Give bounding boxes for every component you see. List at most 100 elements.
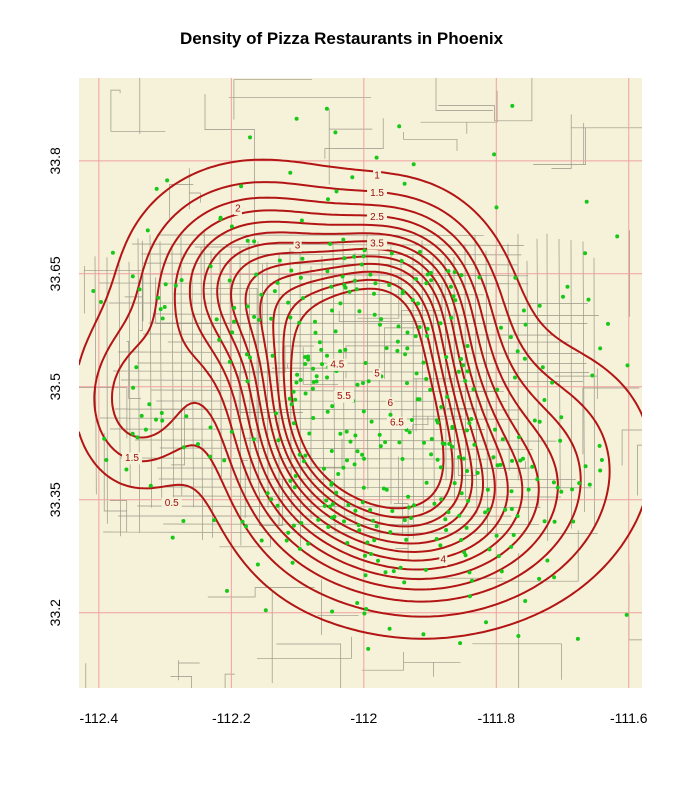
restaurant-point [366, 646, 371, 651]
restaurant-point [417, 249, 422, 254]
restaurant-point [399, 259, 404, 263]
restaurant-point [453, 298, 458, 303]
restaurant-point [184, 414, 189, 419]
restaurant-point [327, 504, 332, 509]
restaurant-point [248, 135, 252, 140]
restaurant-point [332, 514, 337, 519]
restaurant-point [424, 377, 429, 381]
restaurant-point [355, 449, 360, 454]
restaurant-point [102, 436, 107, 441]
restaurant-point [429, 278, 434, 283]
restaurant-point [328, 241, 333, 246]
restaurant-point [295, 372, 300, 377]
restaurant-point [356, 523, 361, 528]
restaurant-point [374, 155, 379, 160]
restaurant-point [379, 317, 384, 322]
restaurant-point [424, 480, 429, 485]
restaurant-point [422, 440, 426, 445]
restaurant-point [320, 362, 324, 367]
restaurant-point [330, 502, 335, 506]
restaurant-point [301, 459, 306, 464]
y-tick-label: 33.2 [47, 599, 63, 626]
restaurant-point [372, 291, 376, 296]
contour-label: 0.5 [165, 498, 179, 509]
restaurant-point [402, 580, 407, 585]
restaurant-point [523, 599, 528, 603]
restaurant-point [338, 349, 343, 354]
restaurant-point [446, 269, 451, 274]
contour-label: 4.5 [330, 360, 344, 371]
restaurant-point [402, 181, 407, 186]
restaurant-point [409, 516, 413, 520]
restaurant-point [135, 435, 140, 440]
restaurant-point [439, 405, 444, 409]
x-axis: -112.4 -112.2 -112 -111.8 -111.6 [80, 710, 648, 726]
restaurant-point [369, 552, 373, 556]
contour-label-bg [373, 367, 382, 380]
restaurant-point [366, 379, 371, 384]
contour-labels: 1 1.5 2 2.5 3 3.5 4.5 5 5.5 6 6.5 1.5 0.5 4 [121, 169, 448, 566]
restaurant-point [428, 270, 433, 275]
restaurant-point [615, 234, 620, 239]
restaurant-point [598, 468, 603, 473]
restaurant-point [417, 397, 422, 402]
restaurant-point [325, 409, 330, 414]
restaurant-point [311, 416, 316, 420]
x-tick-label: -112.2 [212, 710, 251, 726]
restaurant-point [472, 442, 477, 447]
y-tick-label: 33.8 [47, 147, 63, 174]
restaurant-point [463, 378, 468, 383]
restaurant-point [91, 289, 96, 293]
restaurant-point [405, 381, 409, 386]
restaurant-point [403, 352, 408, 357]
restaurant-point [334, 189, 339, 194]
restaurant-point [365, 540, 370, 545]
x-tick-label: -112 [350, 710, 377, 726]
restaurant-point [412, 503, 416, 508]
restaurant-point [248, 355, 252, 360]
contour-label-bg [367, 211, 388, 224]
restaurant-point [276, 438, 281, 443]
restaurant-point [423, 567, 428, 572]
restaurant-point [338, 431, 343, 436]
restaurant-point [457, 455, 461, 460]
restaurant-point [361, 409, 366, 414]
restaurant-point [387, 283, 392, 287]
restaurant-point [494, 205, 499, 210]
restaurant-point [104, 458, 109, 462]
restaurant-point [407, 430, 412, 435]
restaurant-point [583, 464, 588, 469]
restaurant-point [510, 458, 514, 463]
restaurant-point [330, 609, 335, 614]
restaurant-point [218, 215, 223, 220]
restaurant-point [406, 505, 411, 510]
restaurant-point [325, 353, 329, 358]
restaurant-point [165, 178, 170, 183]
restaurant-point [467, 594, 472, 599]
restaurant-point [257, 317, 261, 322]
restaurant-point [294, 380, 299, 385]
restaurant-point [360, 500, 365, 505]
restaurant-point [145, 228, 150, 233]
restaurant-point [342, 283, 347, 287]
contour-label: 2.5 [370, 212, 384, 223]
contour-label: 3.5 [370, 238, 384, 249]
restaurant-point [208, 425, 213, 430]
contour-line [111, 196, 582, 603]
restaurant-point [465, 369, 470, 374]
restaurant-point [470, 578, 474, 583]
restaurant-point [154, 417, 158, 422]
restaurant-point [397, 440, 402, 445]
restaurant-point [559, 489, 564, 494]
restaurant-point [405, 330, 410, 335]
restaurant-point [255, 562, 260, 567]
restaurant-point [340, 274, 345, 279]
contour-lines [79, 158, 642, 640]
restaurant-point [561, 294, 565, 299]
restaurant-point [362, 611, 367, 616]
restaurant-point [411, 162, 416, 167]
restaurant-point [606, 321, 610, 326]
restaurant-point [265, 491, 270, 496]
restaurant-point [537, 303, 542, 308]
restaurant-point [511, 533, 516, 537]
